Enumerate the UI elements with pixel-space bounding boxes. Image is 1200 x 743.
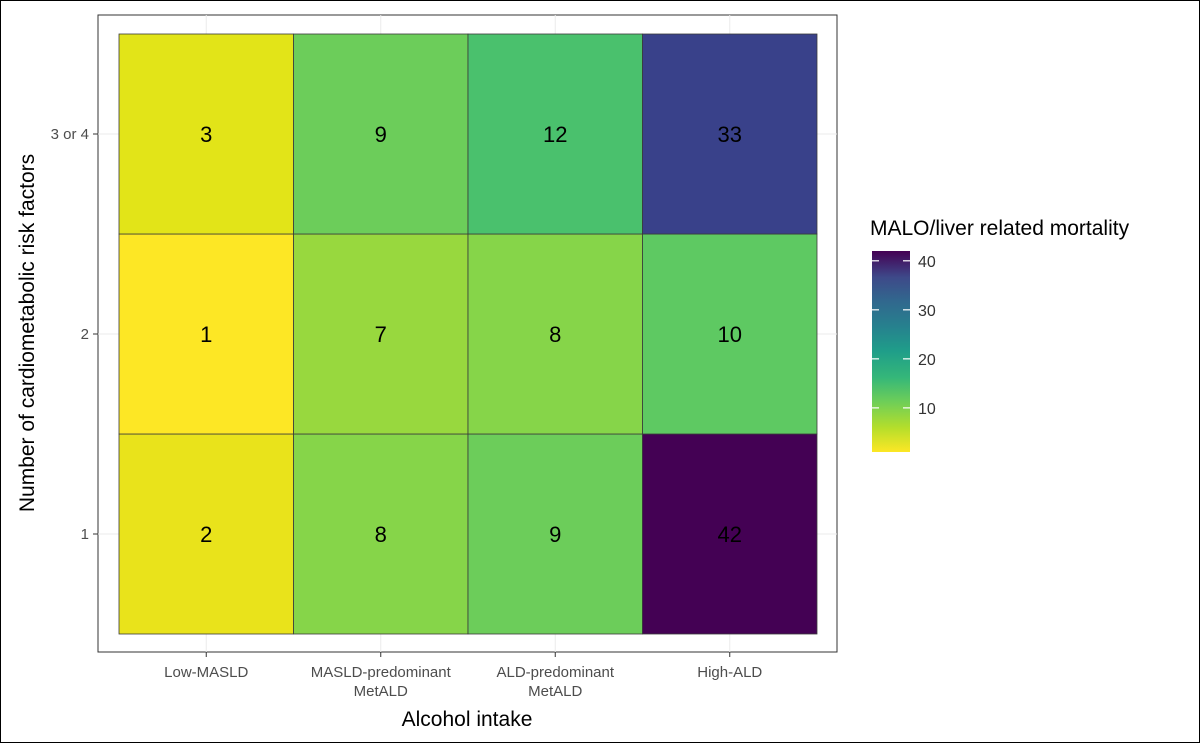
legend-ticks: 10 20 30 40: [872, 254, 936, 418]
y-axis-ticks: 1 2 3 or 4: [51, 126, 98, 543]
heatmap-cell: [118, 233, 294, 435]
x-tick-label: Low-MASLD: [164, 664, 248, 681]
y-tick-label: 1: [81, 526, 89, 543]
cell-value-label: 9: [549, 522, 561, 547]
cell-value-label: 42: [718, 522, 742, 547]
x-tick-label: MASLD-predominant MetALD: [311, 664, 452, 700]
legend-tick-label: 30: [918, 303, 936, 320]
heatmap-cell: [293, 433, 469, 635]
x-axis-ticks: Low-MASLD MASLD-predominant MetALD ALD-pred…: [164, 652, 762, 700]
heatmap-cell: [642, 33, 818, 235]
legend-tick-label: 10: [918, 401, 936, 418]
legend-tick-label: 20: [918, 352, 936, 369]
cell-value-label: 10: [718, 322, 742, 347]
y-tick-label: 2: [81, 326, 89, 343]
cell-value-label: 7: [375, 322, 387, 347]
cell-value-label: 1: [200, 322, 212, 347]
cell-value-label: 8: [375, 522, 387, 547]
cell-value-label: 3: [200, 122, 212, 147]
legend-title: MALO/liver related mortality: [870, 217, 1130, 240]
heatmap-cell: [467, 33, 643, 235]
cell-value-label: 8: [549, 322, 561, 347]
y-axis-title: Number of cardiometabolic risk factors: [16, 154, 39, 512]
heatmap-cell: [118, 33, 294, 235]
heatmap-cells: [118, 33, 818, 635]
y-tick-label: 3 or 4: [51, 126, 89, 143]
legend-tick-label: 40: [918, 254, 936, 271]
x-tick-label: ALD-predominant MetALD: [496, 664, 614, 700]
cell-labels: 2 8 9 42 1 7 8 10 3 9 12 33: [200, 122, 742, 547]
heatmap-cell: [467, 433, 643, 635]
x-axis-title: Alcohol intake: [402, 708, 533, 731]
legend-colorbar: [872, 251, 910, 452]
x-tick-label: High-ALD: [697, 664, 762, 681]
heatmap-cell: [642, 433, 818, 635]
cell-value-label: 2: [200, 522, 212, 547]
heatmap-cell: [293, 33, 469, 235]
heatmap-cell: [467, 233, 643, 435]
cell-value-label: 33: [718, 122, 742, 147]
legend: MALO/liver related mortality 10 20 30 40: [870, 217, 1130, 452]
heatmap-cell: [118, 433, 294, 635]
cell-value-label: 12: [543, 122, 567, 147]
cell-value-label: 9: [375, 122, 387, 147]
